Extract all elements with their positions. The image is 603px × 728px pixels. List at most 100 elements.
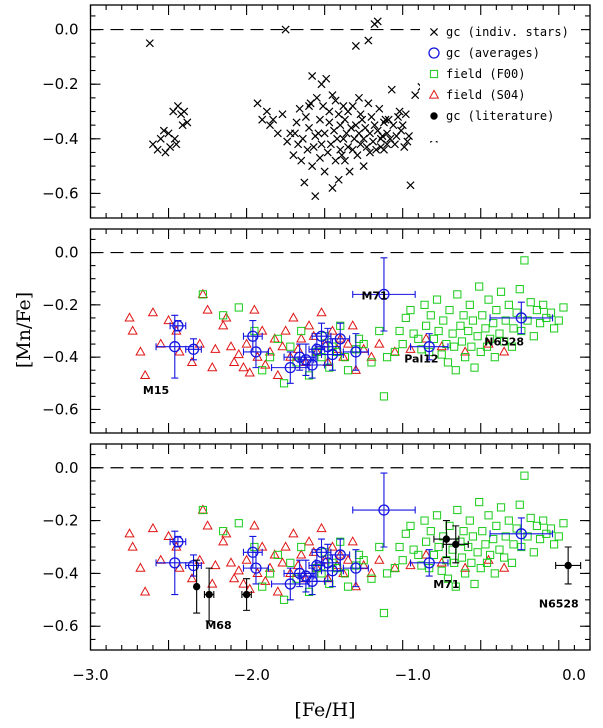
field-f00-marker: [340, 569, 350, 578]
gc-average-marker: [172, 320, 184, 332]
gc-average-marker: [428, 47, 440, 59]
gc-star-marker: [145, 39, 154, 48]
field-s04-marker: [194, 554, 205, 564]
gc-star-marker: [289, 151, 298, 160]
field-f00-marker: [529, 548, 538, 557]
field-s04-marker: [244, 367, 255, 377]
field-s04-marker: [218, 320, 229, 330]
gc-star-marker: [166, 142, 175, 152]
field-s04-marker: [228, 356, 240, 366]
gc-average-marker: [315, 546, 328, 558]
field-s04-marker: [228, 573, 240, 583]
field-f00-marker: [481, 324, 490, 333]
gc-star-marker: [372, 145, 381, 154]
field-f00-marker: [475, 282, 484, 291]
field-f00-marker: [475, 498, 484, 507]
field-f00-marker: [367, 358, 376, 367]
field-s04-marker: [139, 369, 151, 380]
field-s04-marker: [405, 559, 416, 570]
field-s04-marker: [347, 320, 358, 330]
series-square: [198, 256, 568, 401]
field-f00-marker: [546, 308, 556, 317]
field-f00-marker: [459, 527, 468, 536]
field-f00-marker: [273, 334, 282, 343]
gc-star-marker: [340, 156, 349, 165]
field-f00-marker: [456, 321, 465, 330]
y-error-bar: [252, 335, 260, 369]
field-f00-marker: [478, 527, 487, 536]
field-s04-marker: [194, 338, 205, 348]
field-s04-marker: [420, 549, 432, 559]
field-f00-marker: [490, 569, 499, 578]
y-axis-label: [Mn/Fe]: [13, 292, 35, 368]
field-f00-marker: [520, 471, 529, 480]
field-f00-marker: [258, 582, 267, 591]
gc-star-marker: [269, 115, 278, 124]
gc-average-marker: [250, 562, 262, 574]
field-f00-marker: [467, 558, 476, 567]
field-s04-marker: [459, 562, 471, 572]
field-f00-marker: [501, 532, 510, 541]
gc-star-marker: [292, 118, 301, 127]
annotations: M71 M15 Pal12 N6528 M68 M71 N6528: [143, 290, 579, 632]
gc-average-marker: [315, 330, 328, 342]
field-f00-marker: [367, 574, 376, 583]
cluster-label: M68: [205, 619, 231, 632]
field-s04-marker: [155, 338, 166, 348]
field-f00-marker: [406, 305, 415, 315]
gc-star-marker: [375, 104, 384, 113]
gc-star-marker: [344, 142, 353, 152]
cluster-label: M15: [143, 384, 169, 397]
gc-star-marker: [356, 140, 365, 149]
field-s04-marker: [139, 586, 151, 596]
gc-star-marker: [301, 112, 310, 121]
field-f00-marker: [467, 342, 476, 351]
gc-star-marker: [381, 115, 390, 124]
field-f00-marker: [340, 353, 350, 362]
field-s04-marker: [124, 312, 135, 322]
field-s04-marker: [436, 341, 447, 351]
gc-star-marker: [262, 107, 271, 116]
gc-average-marker: [172, 536, 184, 548]
field-f00-marker: [297, 326, 306, 336]
field-f00-marker: [486, 334, 495, 343]
y-tick-label: −0.4: [42, 564, 78, 582]
gc-star-marker: [397, 126, 406, 135]
y-error-bar: [425, 549, 433, 577]
gc-star-marker: [322, 74, 331, 83]
gc-star-marker: [369, 137, 378, 146]
y-tick-labels: 0.0 −0.2 −0.4 −0.6: [42, 21, 78, 203]
field-f00-marker: [286, 558, 295, 567]
panel-middle: 0.0 −0.2 −0.4 −0.6: [42, 228, 591, 434]
gc-star-marker: [317, 140, 326, 149]
field-f00-marker: [443, 358, 453, 367]
gc-average-marker: [169, 557, 181, 569]
y-error-bar: [336, 538, 344, 572]
field-f00-marker: [489, 319, 498, 328]
field-f00-marker: [500, 553, 509, 562]
field-s04-marker: [316, 307, 327, 317]
gc-star-marker: [178, 121, 187, 130]
field-f00-marker: [559, 303, 568, 312]
y-tick-label: 0.0: [55, 459, 79, 477]
series-filled-circle: [192, 520, 582, 622]
gc-star-marker: [312, 93, 321, 102]
field-s04-marker: [280, 541, 291, 551]
gc-star-marker: [395, 107, 404, 116]
field-f00-marker: [559, 519, 568, 528]
ticks: [89, 5, 591, 218]
gc-star-marker: [325, 118, 334, 127]
field-f00-marker: [219, 311, 228, 320]
gc-star-marker: [180, 107, 189, 116]
field-f00-marker: [395, 542, 404, 552]
y-tick-label: −0.4: [42, 130, 78, 148]
gc-star-marker: [429, 27, 439, 37]
cluster-label: M71: [433, 578, 459, 591]
gc-star-marker: [328, 183, 337, 192]
gc-average-marker: [378, 288, 390, 301]
panel-bottom: 0.0 −0.2 −0.4 −0.6: [42, 443, 591, 651]
field-f00-marker: [535, 534, 545, 544]
gc-star-marker: [389, 121, 398, 130]
field-s04-marker: [366, 567, 377, 578]
